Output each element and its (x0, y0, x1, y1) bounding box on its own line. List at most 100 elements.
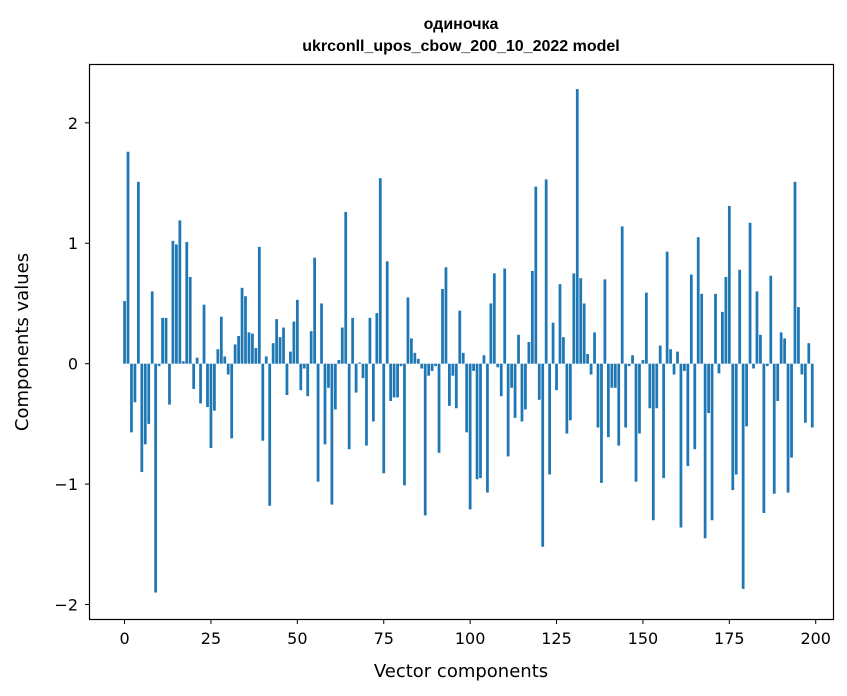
bar-71 (368, 317, 372, 364)
bar-117 (527, 342, 531, 364)
bar-58 (323, 363, 327, 445)
bar-15 (175, 244, 178, 364)
bar-93 (444, 267, 448, 364)
y-axis-ticks: −2 −1 0 1 2 (54, 114, 90, 615)
bar-137 (596, 363, 600, 428)
bar-126 (558, 284, 562, 364)
bar-95 (451, 363, 455, 376)
bar-113 (513, 363, 517, 418)
bar-32 (233, 344, 237, 364)
bar-61 (333, 363, 337, 410)
bar-73 (375, 313, 379, 364)
bars-group (123, 89, 814, 593)
bar-66 (351, 317, 355, 364)
bar-9 (154, 363, 158, 593)
bar-195 (797, 307, 800, 364)
bar-109 (499, 363, 503, 397)
bar-177 (734, 363, 738, 475)
bar-176 (731, 363, 735, 491)
bar-35 (244, 296, 247, 364)
bar-159 (672, 363, 676, 375)
bar-127 (562, 337, 565, 364)
x-tick-label: 0 (119, 629, 129, 648)
bar-27 (216, 349, 220, 364)
bar-134 (586, 354, 590, 364)
y-tick-label: 2 (68, 114, 78, 133)
bar-43 (271, 343, 275, 364)
bar-4 (137, 181, 140, 364)
bar-100 (468, 363, 472, 510)
bar-88 (427, 363, 431, 376)
bar-52 (302, 363, 306, 369)
bar-49 (292, 321, 296, 364)
bar-157 (665, 251, 669, 364)
bar-11 (161, 317, 164, 364)
bar-37 (251, 333, 254, 364)
bar-139 (603, 279, 607, 364)
bar-81 (403, 363, 406, 486)
bar-14 (171, 240, 175, 364)
bar-129 (568, 363, 572, 421)
bar-21 (195, 357, 199, 364)
bar-53 (306, 363, 310, 397)
bar-87 (423, 363, 427, 516)
bar-173 (721, 311, 724, 364)
bar-162 (683, 363, 686, 371)
bar-130 (572, 273, 576, 364)
bar-150 (641, 360, 645, 364)
bar-91 (437, 363, 441, 453)
bar-185 (762, 363, 766, 514)
y-axis-label: Components values (12, 253, 33, 431)
bar-97 (458, 310, 462, 364)
bar-7 (147, 363, 151, 424)
bar-156 (662, 363, 666, 479)
bar-44 (275, 319, 278, 364)
bar-17 (181, 361, 185, 364)
bar-143 (617, 363, 621, 446)
bar-64 (344, 211, 348, 364)
bar-198 (807, 343, 811, 364)
bar-196 (800, 363, 804, 375)
bar-107 (492, 273, 496, 364)
bar-39 (257, 246, 261, 364)
bar-46 (282, 327, 285, 364)
bar-180 (745, 363, 748, 427)
bar-45 (278, 337, 282, 364)
bar-25 (209, 363, 213, 448)
bar-169 (707, 363, 710, 414)
bar-184 (759, 334, 762, 364)
bar-192 (786, 363, 790, 493)
bar-77 (389, 363, 393, 402)
bar-80 (399, 363, 403, 367)
bar-79 (396, 363, 399, 398)
bar-29 (223, 356, 227, 364)
bar-136 (593, 332, 596, 364)
bar-23 (202, 304, 206, 364)
bar-57 (320, 303, 323, 364)
bar-119 (534, 186, 538, 364)
bar-51 (299, 363, 303, 391)
bar-141 (610, 363, 614, 388)
bar-42 (268, 363, 272, 506)
bar-1 (126, 151, 130, 364)
bar-20 (192, 363, 196, 389)
bar-16 (178, 220, 182, 364)
bar-34 (240, 287, 244, 364)
bar-84 (413, 352, 417, 364)
bar-179 (741, 363, 745, 589)
bar-110 (503, 268, 507, 364)
bar-10 (157, 363, 161, 367)
bar-86 (420, 363, 424, 369)
bar-178 (738, 269, 742, 364)
bar-133 (582, 303, 586, 364)
bar-148 (634, 363, 638, 482)
bar-48 (289, 351, 292, 364)
x-tick-label: 50 (287, 629, 307, 648)
bar-197 (803, 363, 807, 423)
plot-frame (88, 63, 835, 621)
bar-140 (606, 363, 610, 438)
bar-102 (475, 363, 479, 480)
bar-154 (655, 363, 659, 409)
